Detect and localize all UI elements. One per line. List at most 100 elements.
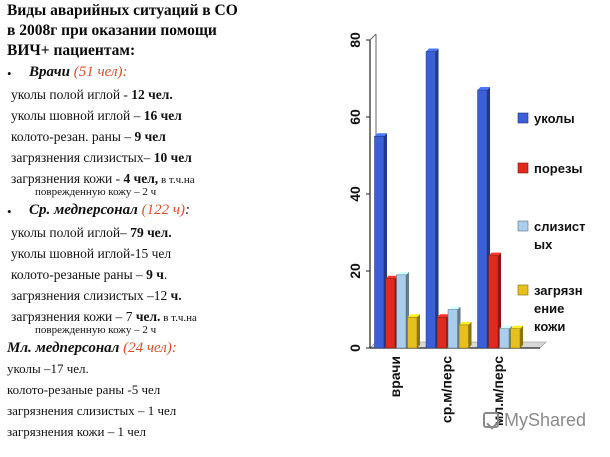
x-tick-label: мл.м/перс (490, 356, 506, 426)
bar-top (448, 306, 461, 310)
bar-top (385, 275, 399, 279)
bar-top (437, 314, 450, 318)
bar (458, 324, 469, 349)
item-value: 4 чел, (123, 171, 159, 186)
list-item: загрязнения слизистых – 1 чел (7, 403, 177, 418)
plot-background (370, 34, 546, 348)
bar (436, 316, 447, 349)
bar (499, 328, 510, 349)
bar-top (510, 325, 524, 329)
y-tick-label: 80 (347, 32, 363, 48)
watermark-text: MyShared (504, 410, 587, 430)
legend-swatch (517, 112, 529, 124)
group-heading-doctors: Врачи (51 чел): (29, 64, 128, 81)
bar-top (407, 314, 421, 318)
bar (477, 89, 488, 349)
legend-label: слизист ых (534, 219, 586, 252)
item-value: 12 чел. (131, 87, 173, 102)
bullet-nurses: • (7, 204, 12, 219)
group-name: Врачи (29, 64, 74, 80)
bar-top (488, 252, 502, 256)
bar-top (499, 325, 513, 329)
item-text: уколы полой иглой– (11, 225, 131, 240)
item-text: уколы полой иглой - (11, 87, 132, 102)
item-value: ч. (170, 288, 182, 303)
bullet-doctors: • (7, 66, 12, 81)
title-line-2: в 2008г при оказании помощи (7, 22, 217, 39)
list-item: загрязнения кожи – 1 чел (7, 424, 147, 439)
y-tick-label: 40 (347, 186, 363, 202)
list-item: уколы полой иглой– 79 чел. (11, 225, 172, 241)
item-text: уколы шовной иглой – (11, 108, 144, 123)
legend-label: порезы (534, 161, 583, 176)
bar (396, 274, 407, 349)
slideshow-icon (483, 412, 499, 428)
item-text: загрязнения слизистых– (11, 150, 154, 165)
bar (407, 316, 418, 349)
bar (447, 309, 458, 349)
bar (385, 278, 396, 349)
y-tick-label: 20 (347, 263, 363, 279)
y-tick-label: 0 (347, 344, 363, 352)
group-count: (122 ч) (141, 202, 185, 218)
group-heading-junior: Мл. медперсонал (24 чел): (7, 340, 177, 357)
list-item: колото-резаные раны – 9 ч. (11, 267, 167, 283)
group-count: (51 чел): (73, 64, 128, 80)
group-name: Мл. медперсонал (7, 340, 124, 356)
list-item: загрязнения слизистых –12 ч. (11, 288, 182, 304)
item-text: загрязнения слизистых –12 (11, 288, 171, 303)
x-tick-label: ср.м/перс (438, 356, 454, 423)
bar (425, 51, 436, 349)
bar-side (520, 325, 524, 348)
bar-side (417, 314, 421, 348)
bar-top (396, 271, 410, 275)
item-text: загрязнения кожи – 7 (11, 309, 136, 324)
title-line-1: Виды аварийных ситуаций в СО (7, 2, 238, 19)
bar (488, 255, 499, 349)
item-text: колото-резаные раны – (11, 267, 147, 282)
item-value: 16 чел (143, 108, 182, 123)
item-value: 10 чел (153, 150, 192, 165)
item-text: загрязнения кожи - (11, 171, 124, 186)
item-subnote: поврежденную кожу – 2 ч (35, 324, 157, 336)
legend-label: загрязн ение кожи (534, 283, 583, 334)
group-heading-nurses: Ср. медперсонал (122 ч): (29, 202, 190, 219)
bar-top (459, 321, 472, 325)
list-item: колото-резаные раны -5 чел (7, 382, 161, 397)
item-value: 79 чел. (130, 225, 172, 240)
item-subnote: поврежденную кожу – 2 ч (35, 186, 157, 198)
watermark: MyShared (483, 410, 586, 431)
item-value: 9 чел (134, 129, 166, 144)
list-item: загрязнения слизистых– 10 чел (11, 150, 192, 166)
y-tick-label: 60 (347, 109, 363, 125)
item-note: в т.ч.на (160, 312, 197, 324)
bar-top (426, 48, 439, 52)
bar-side (498, 252, 502, 348)
bar-side (435, 48, 439, 349)
group-name: Ср. медперсонал (29, 202, 142, 218)
bar-side (468, 321, 472, 348)
list-item: загрязнения кожи – 7 чел. в т.ч.на (11, 309, 197, 325)
bar-top (374, 133, 388, 137)
list-item: уколы шовной иглой-15 чел (11, 246, 171, 262)
legend-swatch (517, 220, 529, 232)
group-count: (24 чел): (123, 340, 177, 356)
title-line-3: ВИЧ+ пациентам: (7, 42, 136, 59)
item-text: колото-резан. раны – (11, 129, 135, 144)
axis-corner-line (369, 33, 377, 41)
x-tick-label: врачи (387, 356, 403, 397)
list-item: уколы полой иглой - 12 чел. (11, 87, 173, 103)
list-item: колото-резан. раны – 9 чел (11, 129, 166, 145)
bar (510, 328, 521, 349)
legend-label: уколы (534, 111, 575, 126)
bar (374, 136, 385, 349)
bar-top (477, 87, 491, 91)
item-text: уколы шовной иглой-15 чел (11, 246, 172, 261)
list-item: уколы шовной иглой – 16 чел (11, 108, 182, 124)
item-value: 9 ч (146, 267, 164, 282)
legend-swatch (517, 284, 529, 296)
list-item: уколы –17 чел. (7, 361, 89, 376)
legend-swatch (517, 162, 529, 174)
